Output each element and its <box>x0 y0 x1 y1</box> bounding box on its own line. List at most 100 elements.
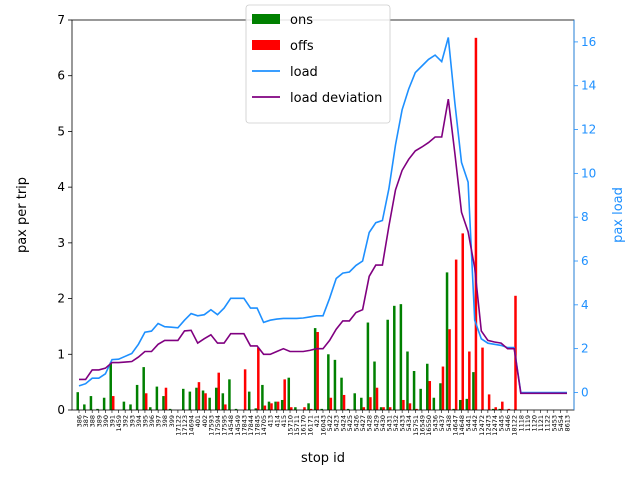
ons-bar <box>228 379 231 410</box>
x-tick-label: 1122 <box>544 415 552 432</box>
x-tick-label: 5436 <box>432 415 440 432</box>
x-tick-label: 390 <box>102 415 110 427</box>
offs-bar <box>316 332 319 410</box>
x-tick-label: 5438 <box>445 415 453 432</box>
y-left-tick-label: 4 <box>57 180 65 194</box>
offs-bar <box>428 381 432 410</box>
ons-bar <box>168 408 172 410</box>
x-tick-label: 14694 <box>188 415 196 436</box>
offs-bar <box>164 387 168 410</box>
x-tick-label: 5446 <box>504 415 512 432</box>
x-tick-label: 16043 <box>320 415 328 436</box>
x-tick-label: 17122 <box>174 415 182 436</box>
ons-bar <box>274 401 277 410</box>
offs-bar <box>243 369 247 410</box>
x-tick-label: 386 <box>76 415 84 427</box>
x-tick-label: 5428 <box>366 415 374 432</box>
y-right-tick-label: 10 <box>581 166 596 180</box>
y-left-tick-label: 1 <box>57 347 65 361</box>
ons-bar <box>294 407 297 410</box>
x-tick-label: 5431 <box>385 415 393 432</box>
ons-bar <box>162 396 165 410</box>
offs-bar <box>204 393 207 410</box>
offs-bar <box>402 399 405 410</box>
offs-bar <box>375 387 379 410</box>
ons-bar <box>393 305 396 410</box>
x-tick-label: 15710 <box>287 415 295 436</box>
ons-bar <box>379 407 383 410</box>
x-tick-label: 395 <box>141 415 149 427</box>
ons-bar <box>412 371 416 410</box>
x-axis-title: stop id <box>301 451 345 466</box>
load-line <box>78 37 567 394</box>
legend: ons offs load load deviation <box>245 4 391 124</box>
ons-bar <box>247 391 251 410</box>
offs-bar <box>342 394 346 410</box>
x-tick-label: 18122 <box>511 415 519 436</box>
legend-load-label: load <box>290 65 318 80</box>
legend-ons-swatch <box>252 14 280 24</box>
ons-bar <box>89 396 93 410</box>
ons-bar <box>360 397 363 410</box>
offs-bar <box>217 372 220 410</box>
ons-bar <box>287 377 291 410</box>
x-tick-label: 5437 <box>438 415 446 432</box>
offs-bar <box>362 407 366 410</box>
legend-offs-swatch <box>252 40 280 50</box>
x-tick-label: 1121 <box>537 415 545 432</box>
offs-bar <box>276 401 280 410</box>
ons-bar <box>353 393 356 410</box>
ons-bar <box>261 384 264 410</box>
offs-bar <box>507 408 511 410</box>
offs-bar <box>468 351 471 410</box>
x-tick-label: 16171 <box>306 415 314 436</box>
x-tick-label: 401 <box>194 415 202 427</box>
ons-bar <box>445 272 449 410</box>
ons-bar <box>142 367 145 410</box>
offs-bar <box>382 407 385 410</box>
ons-bar <box>76 392 79 410</box>
offs-bar <box>309 408 313 410</box>
axes-layer: 0123456702468101214163863873883893903911… <box>15 13 626 466</box>
x-tick-label: 1459 <box>115 415 123 432</box>
x-tick-label: 5425 <box>346 415 354 432</box>
offs-bar <box>224 404 227 410</box>
x-tick-label: 8613 <box>564 415 572 432</box>
x-tick-label: 14648 <box>458 415 466 436</box>
x-tick-label: 16170 <box>300 415 308 436</box>
x-tick-label: 397 <box>155 415 163 427</box>
y-right-tick-label: 14 <box>581 79 596 93</box>
x-tick-label: 414 <box>273 415 281 427</box>
x-tick-label: 17843 <box>240 415 248 436</box>
ons-bar <box>313 328 317 410</box>
x-tick-label: 16550 <box>425 415 433 436</box>
x-tick-label: 12474 <box>491 415 499 436</box>
x-tick-label: 5445 <box>498 415 506 432</box>
y-left-tick-label: 5 <box>57 124 65 138</box>
ons-bar <box>254 408 258 410</box>
x-tick-label: 15711 <box>293 415 301 436</box>
x-tick-label: 5422 <box>326 415 334 432</box>
x-tick-label: 387 <box>82 415 90 427</box>
ons-bar <box>267 401 271 410</box>
ons-bar <box>201 390 205 410</box>
ons-bar <box>234 408 238 410</box>
ons-bar <box>188 391 192 410</box>
x-tick-label: 5441 <box>465 415 473 432</box>
x-tick-label: 1118 <box>517 415 525 432</box>
x-tick-label: 17123 <box>181 415 189 436</box>
x-tick-label: 1120 <box>531 415 539 432</box>
offs-bar <box>454 259 458 410</box>
ons-bar <box>333 359 337 410</box>
legend-ons-label: ons <box>290 13 313 28</box>
x-tick-label: 5454 <box>557 415 565 432</box>
offs-bar <box>257 347 260 410</box>
offs-bar <box>388 407 392 410</box>
offs-bar <box>144 393 148 410</box>
ons-bar <box>327 354 330 410</box>
x-tick-label: 393 <box>128 415 136 427</box>
ons-bar <box>472 372 475 410</box>
offs-bar <box>461 233 464 410</box>
ons-bar <box>307 403 310 410</box>
